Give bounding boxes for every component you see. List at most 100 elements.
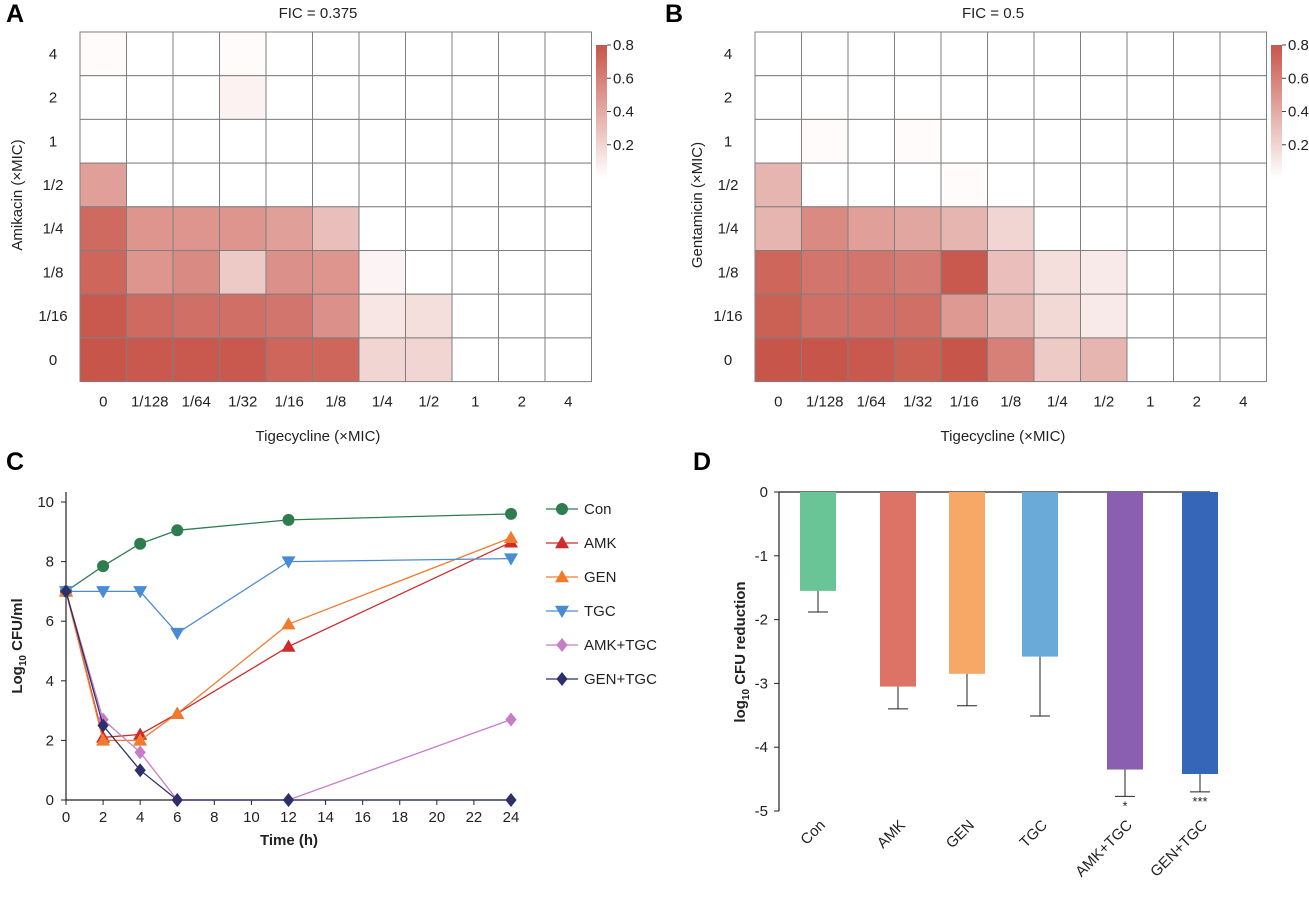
line-c-x-tick: 12 [280, 809, 297, 826]
series-point-amk-tgc [134, 745, 146, 760]
heatmap-a-cell [405, 31, 453, 77]
heatmap-b-y-ticks: 4 2 1 1/2 1/4 1/8 1/16 0 [713, 46, 742, 369]
heatmap-b-cell [1173, 206, 1221, 252]
heatmap-b-colorbar [1271, 45, 1282, 178]
heatmap-a-cell [265, 75, 313, 120]
heatmap-b-cell [1033, 31, 1081, 77]
line-c-y-tick: 8 [46, 554, 54, 571]
heatmap-b-x-tick: 2 [1193, 394, 1201, 411]
series-point-con [97, 560, 110, 573]
heatmap-b-cell [940, 337, 988, 383]
heatmap-b-x-tick: 1/32 [903, 394, 932, 411]
bar-d-x-tick-con: Con [797, 817, 828, 848]
legend-label-amk-tgc: AMK+TGC [584, 637, 657, 654]
line-c-x-tick: 24 [503, 809, 520, 826]
series-point-gen-tgc [505, 793, 517, 807]
series-point-con [171, 524, 184, 537]
heatmap-b-cell [754, 337, 802, 383]
heatmap-b-cell [801, 118, 849, 164]
heatmap-a-x-tick: 4 [564, 394, 572, 411]
heatmap-b-cell [1173, 293, 1221, 339]
heatmap-panel-b: FIC = 0.5 0 1/128 1/64 1/32 1/16 1/8 1/4 1/2 1 2 4… [689, 5, 1309, 445]
heatmap-b-y-tick: 1/4 [718, 221, 739, 238]
heatmap-a-cell [498, 337, 546, 383]
panel-label-d: D [693, 448, 711, 476]
bar-d-y-tick: -2 [755, 612, 768, 629]
heatmap-b-cell [1033, 118, 1081, 164]
heatmap-a-x-tick: 2 [518, 394, 526, 411]
heatmap-b-cell [847, 75, 895, 120]
heatmap-a-cell [358, 31, 406, 77]
heatmap-b-cell [940, 293, 988, 339]
heatmap-a-cell [451, 162, 499, 208]
heatmap-b-cell [987, 31, 1035, 77]
line-c-y-tick: 6 [46, 613, 54, 630]
bar-d-y-tick: -3 [755, 675, 768, 692]
line-c-y-ticks: 0 2 4 6 8 10 [37, 494, 66, 809]
heatmap-b-x-tick: 1/8 [1000, 394, 1021, 411]
heatmap-b-cell [894, 206, 942, 252]
series-point-con [134, 537, 147, 550]
heatmap-b-cell [801, 75, 849, 120]
line-c-x-tick: 8 [210, 809, 218, 826]
heatmap-b-cell [1126, 206, 1174, 252]
heatmap-b-cell [1126, 337, 1174, 383]
heatmap-a-cell [219, 250, 267, 295]
legend-marker-gen-tgc [556, 672, 568, 686]
line-c-x-tick: 20 [428, 809, 445, 826]
line-c-x-tick: 10 [243, 809, 260, 826]
heatmap-a-cell [498, 162, 546, 208]
heatmap-b-cell [940, 75, 988, 120]
heatmap-b-y-tick: 1/16 [713, 308, 742, 325]
legend-marker-tgc [555, 605, 569, 618]
line-c-x-ticks: 0 2 4 6 8 10 12 14 16 18 20 22 24 [62, 800, 520, 826]
heatmap-b-x-tick: 1/64 [857, 394, 886, 411]
heatmap-a-cell [312, 250, 360, 295]
panel-label-a: A [6, 0, 24, 28]
heatmap-b-cell [1080, 75, 1128, 120]
heatmap-a-cell [265, 293, 313, 339]
heatmap-b-cell [1033, 337, 1081, 383]
heatmap-b-cell [847, 162, 895, 208]
heatmap-b-cell [940, 206, 988, 252]
heatmap-b-cell [847, 250, 895, 295]
heatmap-b-cell [1173, 250, 1221, 295]
series-point-tgc [281, 556, 296, 569]
heatmap-b-cell [1219, 250, 1267, 295]
heatmap-a-cell [126, 337, 174, 383]
heatmap-a-cell [312, 206, 360, 252]
heatmap-b-cell [1126, 75, 1174, 120]
heatmap-b-cell [754, 162, 802, 208]
heatmap-b-colorbar-ticks: 0.8 0.6 0.4 0.2 [1282, 37, 1309, 154]
heatmap-b-cell [1126, 118, 1174, 164]
heatmap-a-colorbar [596, 45, 607, 178]
heatmap-b-cell [894, 118, 942, 164]
legend-label-tgc: TGC [584, 603, 616, 620]
heatmap-a-cell [451, 250, 499, 295]
bar-d-y-tick: -4 [755, 739, 768, 756]
series-point-gen-tgc [134, 763, 146, 778]
heatmap-a-x-tick: 1/32 [228, 394, 257, 411]
heatmap-a-cell [451, 293, 499, 339]
heatmap-a-x-ticks: 0 1/128 1/64 1/32 1/16 1/8 1/4 1/2 1 2 4 [99, 394, 572, 411]
heatmap-a-cell [405, 75, 453, 120]
bar-d-x-tick-tgc: TGC [1016, 817, 1051, 852]
heatmap-b-x-label: Tigecycline (×MIC) [941, 428, 1066, 445]
heatmap-a-cell [172, 337, 220, 383]
heatmap-a-cells [79, 31, 592, 383]
bar-d-x-ticks: Con AMK GEN TGC AMK+TGC GEN+TGC [797, 817, 1211, 881]
heatmap-b-cell [1080, 162, 1128, 208]
bar-d-y-label-log: log [732, 700, 749, 723]
heatmap-b-cell [1219, 75, 1267, 120]
heatmap-a-x-tick: 1/2 [418, 394, 439, 411]
heatmap-a-y-tick: 0 [49, 352, 57, 369]
bar-d-bars: * *** [800, 492, 1218, 813]
heatmap-b-cell [1219, 337, 1267, 383]
line-c-x-tick: 22 [466, 809, 483, 826]
heatmap-a-cell [358, 250, 406, 295]
heatmap-b-cell [801, 250, 849, 295]
heatmap-a-cell [265, 118, 313, 164]
series-point-gen-tgc [97, 718, 109, 733]
series-line-gen [65, 537, 512, 742]
